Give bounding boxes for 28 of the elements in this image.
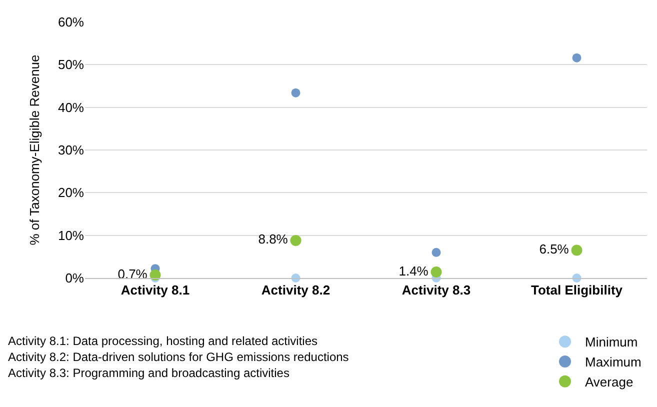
x-tick-label: Total Eligibility (531, 282, 624, 298)
point (571, 244, 582, 256)
data-label: 1.4% (398, 263, 429, 278)
point (572, 53, 582, 62)
text: Activity 8.2: Data-driven solutions for GHG emissions reductions (8, 350, 349, 364)
y-tick-label: 50% (58, 57, 84, 72)
point (430, 266, 442, 278)
legend-label: Minimum (585, 334, 638, 350)
point (290, 234, 302, 246)
data-label: 6.5% (539, 242, 570, 257)
y-tick-label: 60% (58, 14, 84, 30)
y-tick-label: 40% (58, 100, 84, 115)
y-tick-label: 0% (65, 270, 84, 286)
text: Activity 8.1: Data processing, hosting and related activities (8, 334, 318, 348)
y-tick-label: 20% (58, 185, 84, 200)
x-tick-label: Activity 8.1 (120, 282, 190, 298)
point (291, 88, 300, 98)
y-axis-title: % of Taxonomy-Eligible Revenue (26, 54, 42, 246)
x-tick-label: Activity 8.2 (261, 282, 330, 298)
x-tick-label: Activity 8.3 (402, 282, 471, 298)
legend-label: Maximum (585, 354, 642, 370)
point (150, 270, 161, 281)
y-tick-label: 10% (58, 228, 84, 243)
text: Activity 8.3: Programming and broadcasting activities (8, 366, 290, 380)
y-tick-label: 30% (58, 142, 84, 158)
data-label: 8.8% (258, 232, 288, 247)
legend-label: Average (585, 374, 634, 390)
point (432, 248, 441, 257)
